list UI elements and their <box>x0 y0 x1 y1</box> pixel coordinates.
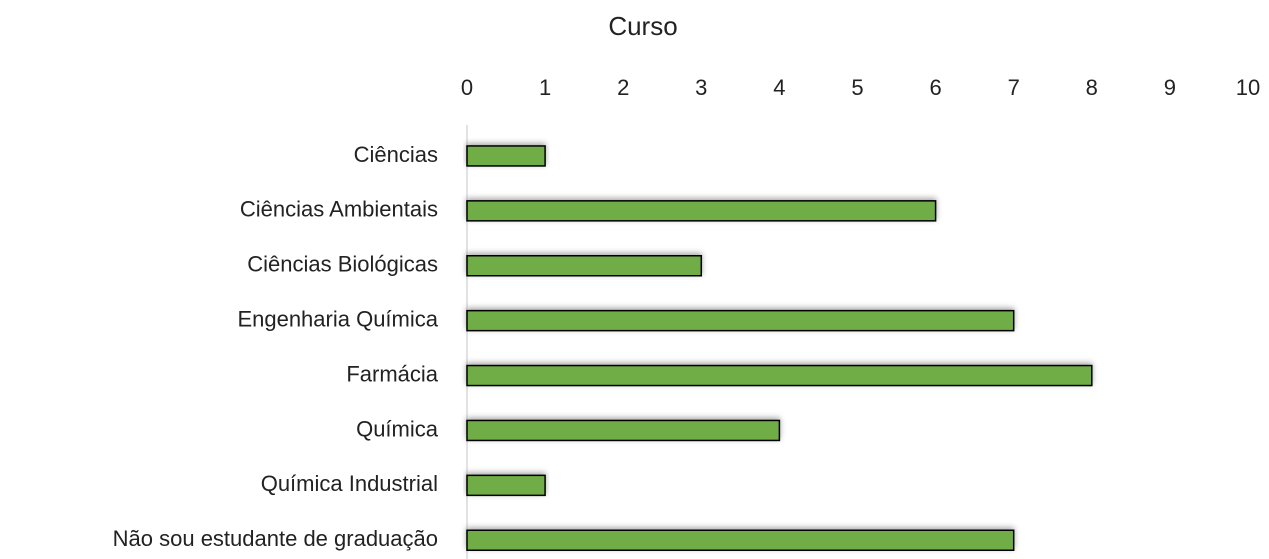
x-tick-label: 0 <box>461 75 473 100</box>
y-tick-label: Não sou estudante de graduação <box>113 526 438 551</box>
bar <box>466 145 546 167</box>
y-tick-label: Química Industrial <box>261 471 438 496</box>
x-tick-label: 3 <box>695 75 707 100</box>
x-tick-label: 2 <box>617 75 629 100</box>
y-tick-label: Química <box>356 416 439 441</box>
x-tick-label: 4 <box>773 75 785 100</box>
x-tick-label: 8 <box>1086 75 1098 100</box>
bar <box>466 364 1093 387</box>
y-tick-label: Ciências <box>354 142 438 167</box>
bar <box>466 474 546 497</box>
x-tick-label: 10 <box>1236 75 1260 100</box>
y-tick-label: Ciências Ambientais <box>240 197 438 222</box>
x-tick-label: 1 <box>539 75 551 100</box>
x-tick-label: 7 <box>1008 75 1020 100</box>
y-tick-label: Farmácia <box>346 361 438 386</box>
bar <box>466 200 937 222</box>
bar <box>466 255 703 277</box>
x-tick-label: 6 <box>929 75 941 100</box>
bar <box>466 529 1015 551</box>
x-tick-label: 5 <box>851 75 863 100</box>
bar <box>466 309 1015 332</box>
x-tick-label: 9 <box>1164 75 1176 100</box>
y-tick-label: Engenharia Química <box>237 306 438 331</box>
y-tick-label: Ciências Biológicas <box>247 252 438 277</box>
bar <box>466 419 781 442</box>
chart-title: Curso <box>608 11 677 41</box>
